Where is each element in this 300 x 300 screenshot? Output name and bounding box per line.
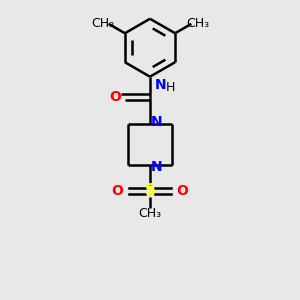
Text: O: O [112, 184, 124, 198]
Text: O: O [109, 90, 121, 104]
Text: S: S [145, 183, 155, 198]
Text: CH₃: CH₃ [138, 207, 162, 220]
Text: N: N [151, 116, 163, 129]
Text: H: H [166, 81, 175, 94]
Text: CH₃: CH₃ [186, 17, 209, 30]
Text: O: O [176, 184, 188, 198]
Text: N: N [155, 78, 167, 92]
Text: CH₃: CH₃ [91, 17, 114, 30]
Text: N: N [151, 160, 163, 174]
